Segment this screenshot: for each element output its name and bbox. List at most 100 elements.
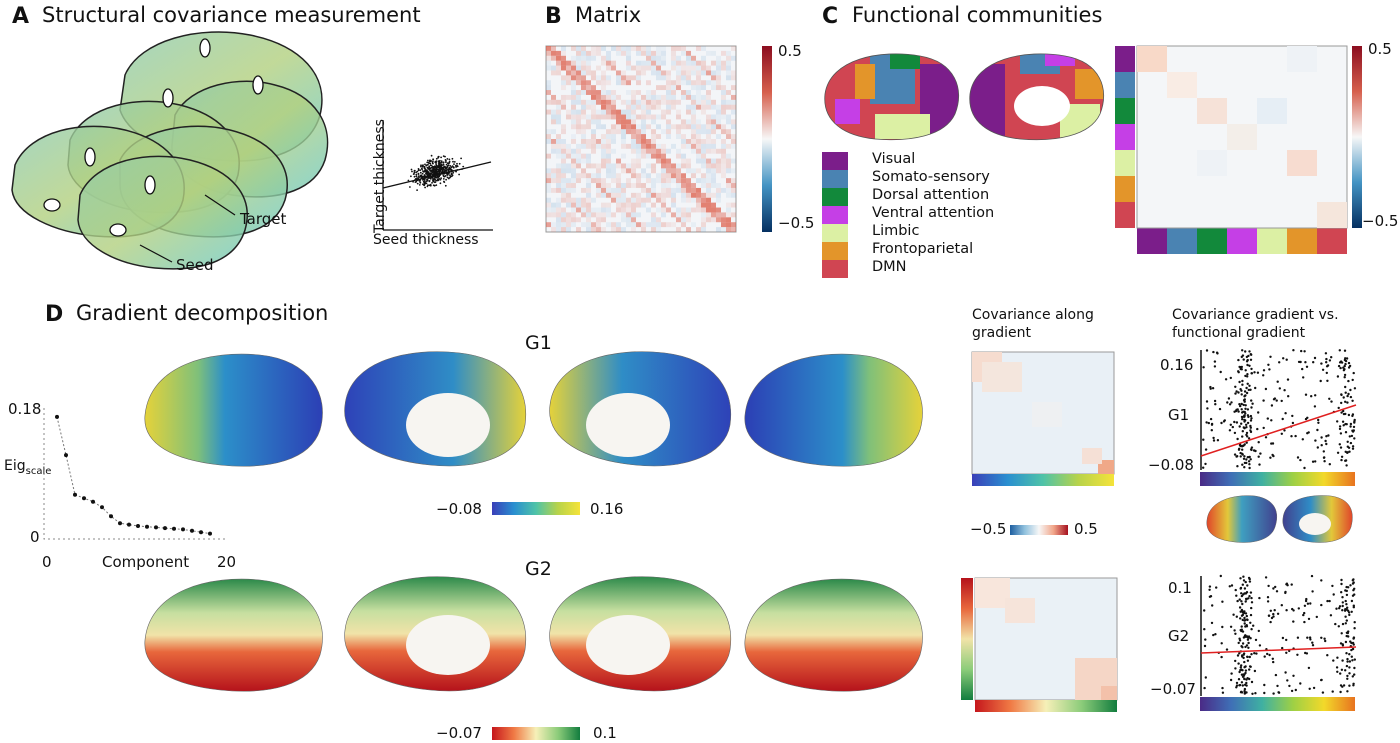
- g2-scatter-axisbar: [1200, 697, 1355, 711]
- scree-point: [118, 521, 122, 526]
- community-col-swatch: [1137, 228, 1167, 254]
- cov-cbar-min: −0.5: [970, 520, 1007, 538]
- community-col-swatch: [1317, 228, 1347, 254]
- scatter-x-label: Seed thickness: [373, 232, 479, 248]
- g1-scatter-axisbar: [1200, 472, 1355, 486]
- community-row-swatch: [1115, 72, 1135, 98]
- legend-swatch-limbic: [822, 224, 848, 242]
- covariance-matrix: [545, 45, 737, 233]
- regression-line: [382, 161, 492, 189]
- g1-fit-line: [1200, 404, 1357, 457]
- legend-label: Ventral attention: [872, 205, 995, 221]
- eig-ytick-top: 0.18: [8, 400, 42, 418]
- cov-vs-title-line1: Covariance gradient vs.: [1172, 307, 1339, 323]
- community-row-swatch: [1115, 124, 1135, 150]
- cov-along-g2-axisbar: [975, 700, 1117, 712]
- scree-point: [73, 492, 77, 497]
- seed-label: Seed: [176, 256, 214, 274]
- cov-along-title: Covariance along gradient: [972, 306, 1094, 342]
- legend-swatch-dorsal-attention: [822, 188, 848, 206]
- community-row-swatch: [1115, 176, 1135, 202]
- g1-colorbar: [492, 502, 580, 515]
- community-row-swatch: [1115, 46, 1135, 72]
- eig-xlabel: Component: [102, 553, 190, 571]
- cov-along-g2-sidebar: [961, 578, 973, 700]
- scree-point: [208, 531, 212, 536]
- panel-b-title: Matrix: [575, 3, 642, 27]
- g2-label: G2: [525, 558, 552, 580]
- community-colorbar: [1352, 46, 1362, 228]
- target-label: Target: [240, 210, 287, 228]
- scree-axes: [43, 408, 228, 540]
- legend-label: Dorsal attention: [872, 187, 990, 203]
- legend-label: Frontoparietal: [872, 241, 974, 257]
- eig-ytick-bottom: 0: [30, 528, 40, 546]
- scree-point: [64, 453, 68, 458]
- scree-point: [154, 525, 158, 530]
- panel-d-title: Gradient decomposition: [76, 301, 329, 325]
- thickness-scatter: [382, 120, 493, 231]
- panel-a-title: Structural covariance measurement: [42, 3, 421, 27]
- g2-colorbar: [492, 727, 580, 740]
- community-row-bar: [1115, 46, 1135, 228]
- community-cbar-min: −0.5: [1362, 212, 1399, 230]
- eig-ylabel-sub: scale: [25, 465, 52, 477]
- cov-along-g2-matrix: [974, 577, 1118, 701]
- g1-label: G1: [525, 332, 552, 354]
- eig-xtick-right: 20: [217, 553, 237, 571]
- scree-point: [55, 414, 59, 419]
- community-col-swatch: [1287, 228, 1317, 254]
- scree-point: [172, 526, 176, 531]
- cov-vs-title-line2: functional gradient: [1172, 325, 1306, 341]
- scree-point: [91, 499, 95, 504]
- g2-cbar-min: −0.07: [436, 724, 482, 742]
- seed-pointer: [139, 244, 173, 263]
- eig-xtick-left: 0: [42, 553, 52, 571]
- legend-swatch-visual: [822, 152, 848, 170]
- community-col-swatch: [1257, 228, 1287, 254]
- cov-along-title-line2: gradient: [972, 325, 1031, 341]
- community-col-swatch: [1197, 228, 1227, 254]
- scree-point: [136, 524, 140, 528]
- g1-scatter-ytop: 0.16: [1160, 356, 1194, 374]
- community-col-swatch: [1227, 228, 1257, 254]
- legend-label: Visual: [872, 151, 916, 167]
- scree-point: [163, 526, 167, 531]
- scree-point: [109, 514, 113, 519]
- legend-swatch-frontoparietal: [822, 242, 848, 260]
- g2-cbar-max: 0.1: [593, 724, 617, 742]
- functional-gradient-brains: [1206, 495, 1353, 543]
- scree-point: [127, 522, 131, 527]
- panel-c-title: Functional communities: [852, 3, 1103, 27]
- matrix-colorbar: [762, 46, 772, 232]
- panel-c-letter: C: [822, 4, 839, 29]
- cov-along-title-line1: Covariance along: [972, 307, 1094, 323]
- g1-cbar-min: −0.08: [436, 500, 482, 518]
- cov-along-colorbar: [1010, 525, 1068, 535]
- community-row-swatch: [1115, 150, 1135, 176]
- matrix-cbar-min: −0.5: [778, 214, 815, 232]
- community-col-swatch: [1167, 228, 1197, 254]
- functional-community-brains: [824, 53, 1104, 141]
- legend-swatch-dmn: [822, 260, 848, 278]
- g1-scatter: [1200, 349, 1357, 470]
- legend-label: Limbic: [872, 223, 920, 239]
- panel-a-letter: A: [12, 4, 30, 29]
- g2-scatter: [1200, 574, 1357, 696]
- g2-scatter-ybot: −0.07: [1150, 680, 1196, 698]
- legend-swatch-ventral-attention: [822, 206, 848, 224]
- scree-point: [100, 505, 104, 510]
- eigenvalue-scree-plot: [43, 408, 228, 540]
- eig-ylabel: Eigscale: [4, 458, 51, 477]
- target-pointer: [204, 194, 236, 216]
- scree-point: [82, 496, 86, 501]
- overlapping-brains-illustration: [11, 31, 329, 270]
- scree-point: [199, 530, 203, 535]
- scree-point: [181, 527, 185, 532]
- g2-brain-maps: [144, 576, 923, 692]
- g2-scatter-ymid: G2: [1168, 627, 1190, 645]
- community-col-bar: [1137, 228, 1347, 254]
- community-row-swatch: [1115, 98, 1135, 124]
- community-row-swatch: [1115, 202, 1135, 228]
- cov-along-g1-axisbar: [972, 474, 1114, 486]
